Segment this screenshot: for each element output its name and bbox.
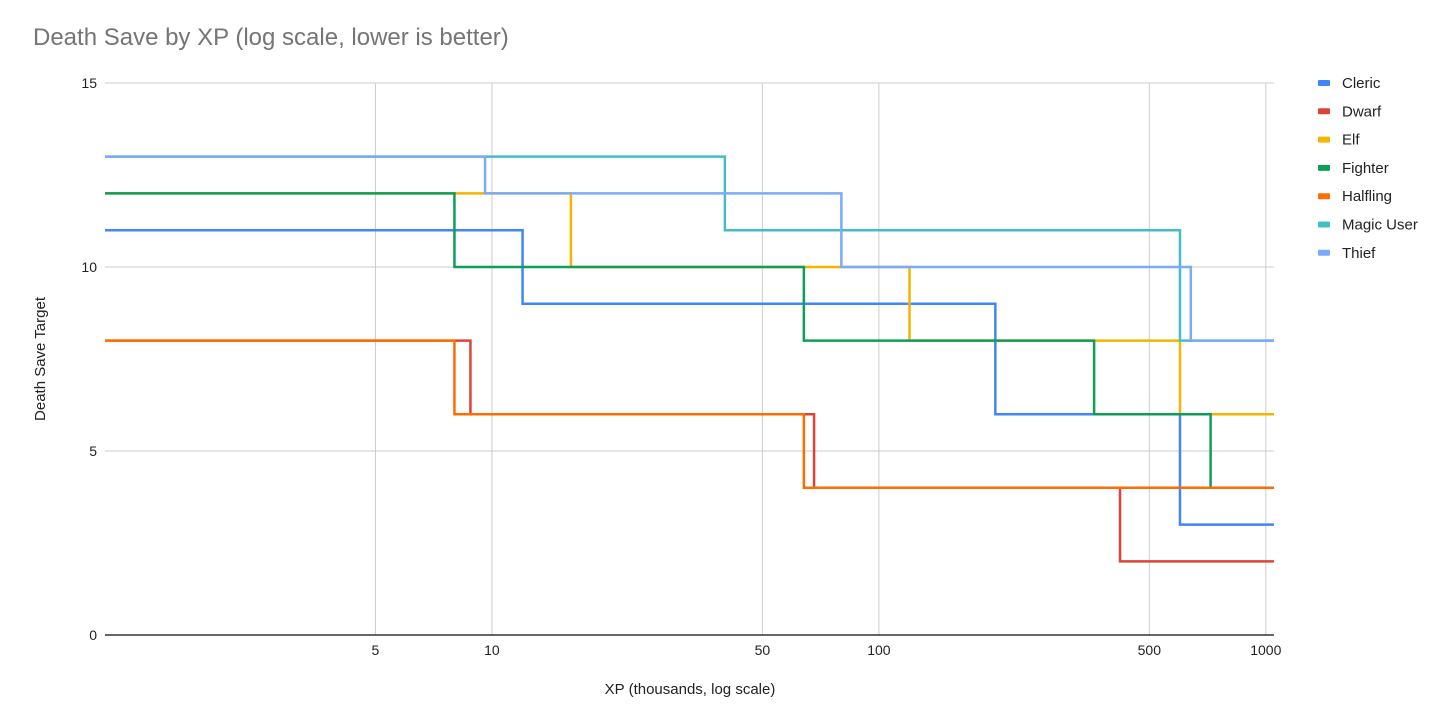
x-tick-label: 50 xyxy=(755,642,771,658)
legend: Cleric Dwarf Elf Fighter Halfling Magic User T… xyxy=(1318,75,1418,262)
legend-swatch-elf xyxy=(1318,136,1330,143)
y-tick-label: 10 xyxy=(81,259,97,275)
x-tick-label: 100 xyxy=(867,642,891,658)
tick-labels: 0 5 10 15 5 10 50 100 500 1000 xyxy=(81,75,1281,658)
grid xyxy=(105,82,1274,635)
series-line-thief xyxy=(105,155,1274,342)
legend-label-fighter: Fighter xyxy=(1342,160,1389,177)
x-tick-label: 5 xyxy=(372,642,380,658)
legend-swatch-cleric xyxy=(1318,80,1330,86)
legend-label-thief: Thief xyxy=(1342,245,1376,262)
x-axis-label: XP (thousands, log scale) xyxy=(605,681,776,698)
y-tick-label: 0 xyxy=(89,627,97,643)
legend-swatch-thief xyxy=(1318,249,1330,256)
legend-label-halfling: Halfling xyxy=(1342,188,1392,205)
legend-swatch-halfling xyxy=(1318,193,1330,200)
series-line-halfling xyxy=(105,339,1274,490)
y-tick-label: 15 xyxy=(81,75,97,91)
y-axis-label: Death Save Target xyxy=(32,296,49,421)
series-line-fighter xyxy=(105,192,1274,490)
y-tick-label: 5 xyxy=(89,443,97,459)
legend-swatch-dwarf xyxy=(1318,108,1330,115)
series-line-cleric xyxy=(105,228,1274,526)
chart-title: Death Save by XP (log scale, lower is be… xyxy=(33,24,509,51)
legend-label-dwarf: Dwarf xyxy=(1342,103,1382,120)
plot-area xyxy=(105,155,1274,563)
legend-label-magic-user: Magic User xyxy=(1342,217,1418,234)
legend-swatch-magic-user xyxy=(1318,221,1330,228)
legend-label-cleric: Cleric xyxy=(1342,75,1381,92)
series-line-magic-user xyxy=(105,155,1274,342)
x-tick-label: 500 xyxy=(1138,642,1162,658)
series-line-dwarf xyxy=(105,339,1274,563)
x-tick-label: 1000 xyxy=(1250,642,1281,658)
x-tick-label: 10 xyxy=(484,642,500,658)
legend-swatch-fighter xyxy=(1318,164,1330,171)
legend-label-elf: Elf xyxy=(1342,132,1360,149)
